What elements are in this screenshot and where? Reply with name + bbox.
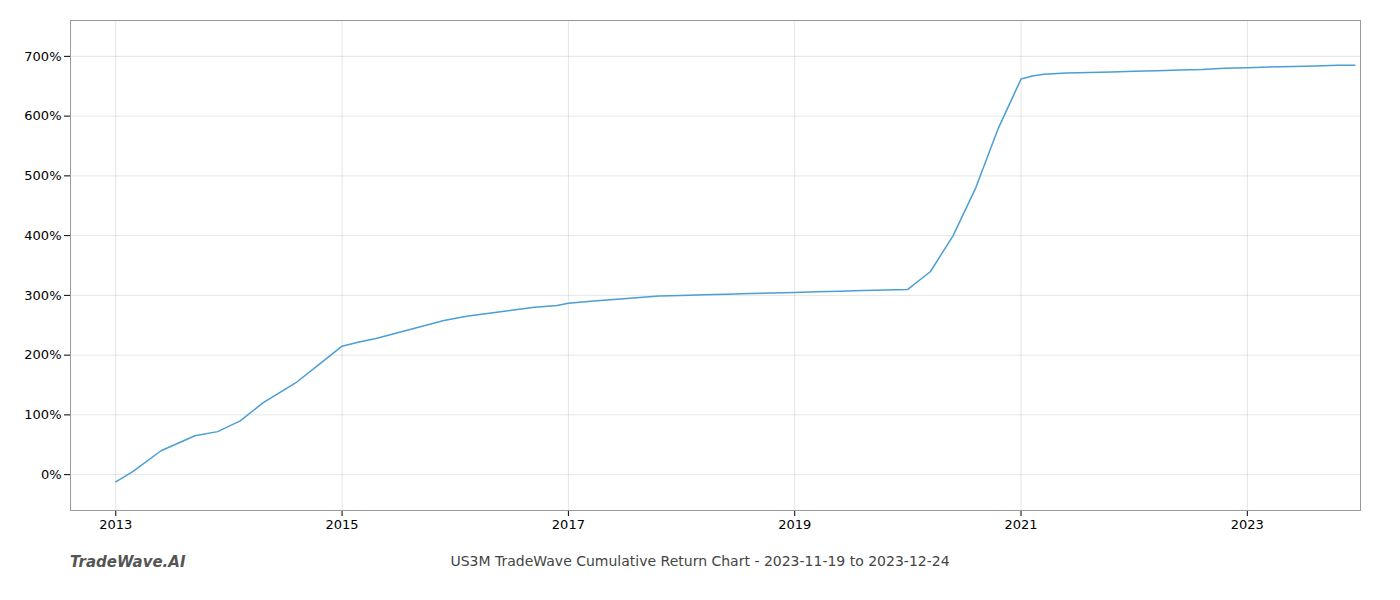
svg-text:200%: 200%	[24, 347, 61, 362]
svg-text:2015: 2015	[326, 517, 359, 532]
svg-text:2021: 2021	[1004, 517, 1037, 532]
html-text:TradeWave.AI: TradeWave.AI	[70, 553, 186, 571]
svg-text:300%: 300%	[24, 288, 61, 303]
svg-text:2019: 2019	[778, 517, 811, 532]
svg-text:2013: 2013	[99, 517, 132, 532]
svg-text:700%: 700%	[24, 49, 61, 64]
html-text:US3M TradeWave Cumulative Retu: US3M TradeWave Cumulative Return Chart -…	[450, 553, 950, 569]
svg-text:2023: 2023	[1231, 517, 1264, 532]
svg-text:400%: 400%	[24, 228, 61, 243]
svg-text:600%: 600%	[24, 108, 61, 123]
svg-text:500%: 500%	[24, 168, 61, 183]
svg-text:0%: 0%	[41, 467, 62, 482]
svg-text:100%: 100%	[24, 407, 61, 422]
svg-text:2017: 2017	[552, 517, 585, 532]
